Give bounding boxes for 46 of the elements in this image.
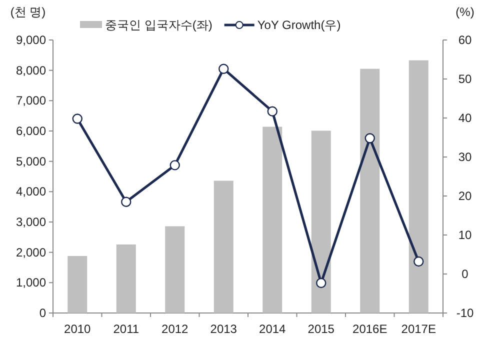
- y2-tick-label: 0: [462, 267, 469, 281]
- bar: [165, 226, 185, 313]
- bar: [116, 244, 136, 313]
- y2-tick-label: 10: [458, 228, 472, 242]
- point: [414, 256, 424, 267]
- y-tick-label: 8,000: [16, 63, 46, 78]
- bar: [262, 126, 282, 313]
- bar: [214, 180, 234, 313]
- y2-tick-label: 40: [458, 111, 472, 125]
- bar: [360, 68, 380, 313]
- bar: [408, 60, 428, 313]
- x-tick-label: 2011: [113, 322, 140, 336]
- y-tick-label: 7,000: [16, 94, 46, 108]
- bar: [311, 130, 331, 313]
- x-tick-label: 2016E: [352, 322, 388, 336]
- y-tick-label: 1,000: [16, 276, 46, 290]
- point: [218, 64, 229, 74]
- bar: [68, 256, 88, 313]
- y-tick-label: 6,000: [16, 124, 46, 138]
- x-tick-label: 2013: [210, 322, 238, 336]
- x-tick-label: 2012: [162, 322, 189, 336]
- point: [72, 114, 82, 124]
- x-tick-label: 2014: [259, 322, 286, 336]
- x-tick-label: 2015: [308, 322, 335, 336]
- y-tick-label: 3,000: [16, 215, 46, 229]
- legend-label: 중국인 입국자수(좌): [105, 18, 212, 32]
- point: [170, 160, 180, 170]
- y2-axis-title: (%): [456, 5, 474, 19]
- y-axis-title: (천 명): [10, 5, 46, 19]
- y-tick-label: 2,000: [16, 245, 46, 260]
- y-tick-label: 0: [39, 306, 46, 320]
- y-tick-label: 4,000: [16, 184, 46, 199]
- y2-tick-label: 20: [458, 189, 472, 203]
- y2-tick-label: 30: [458, 150, 472, 164]
- y2-tick-label: 60: [458, 33, 472, 47]
- x-tick-label: 2010: [64, 322, 92, 336]
- y2-tick-label: 50: [458, 72, 472, 86]
- x-tick-label: 2017E: [401, 322, 436, 336]
- legend-label: YoY Growth(우): [257, 18, 341, 32]
- point: [316, 278, 326, 288]
- y2-tick-label: -10: [456, 306, 474, 320]
- y-tick-label: 9,000: [16, 33, 46, 47]
- y-tick-label: 5,000: [16, 154, 46, 168]
- point: [267, 106, 278, 116]
- point: [121, 196, 132, 207]
- point: [364, 133, 375, 144]
